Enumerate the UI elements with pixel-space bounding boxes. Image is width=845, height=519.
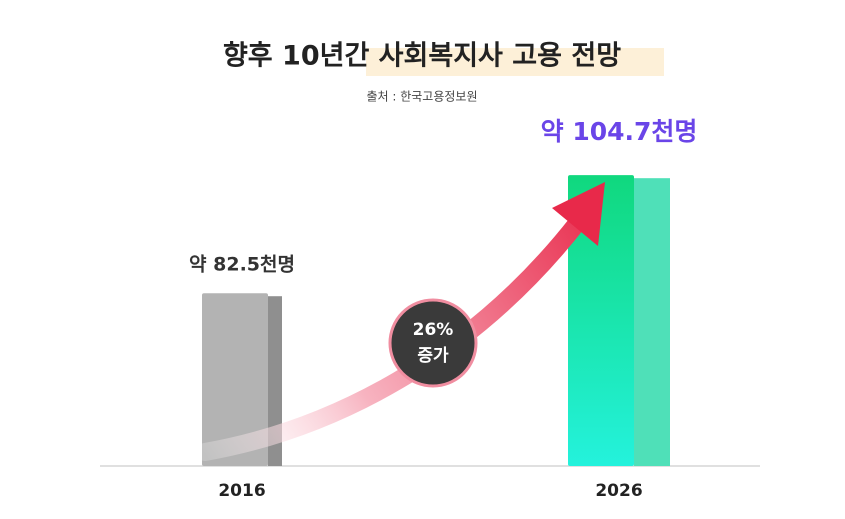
chart-subtitle: 출처 : 한국고용정보원 [366, 90, 477, 104]
arrow-head [552, 182, 605, 246]
bar [202, 293, 268, 466]
bars: 약 82.5천명 2016 약 104.7천명 2026 [189, 117, 697, 501]
bar-side [268, 296, 282, 466]
annotation-text: 증가 [417, 346, 449, 366]
growth-arrow [196, 213, 587, 461]
bar-side [634, 178, 670, 466]
value-label: 약 104.7천명 [541, 117, 698, 146]
value-label: 약 82.5천명 [189, 254, 295, 276]
annotation-badge [388, 298, 478, 388]
annotation-text: 26% [413, 320, 454, 340]
x-tick-label: 2016 [218, 481, 265, 501]
title-highlight [366, 48, 664, 76]
chart-title: 향후 10년간 사회복지사 고용 전망 [223, 41, 621, 72]
x-tick-label: 2026 [595, 481, 642, 501]
bar [568, 175, 634, 466]
